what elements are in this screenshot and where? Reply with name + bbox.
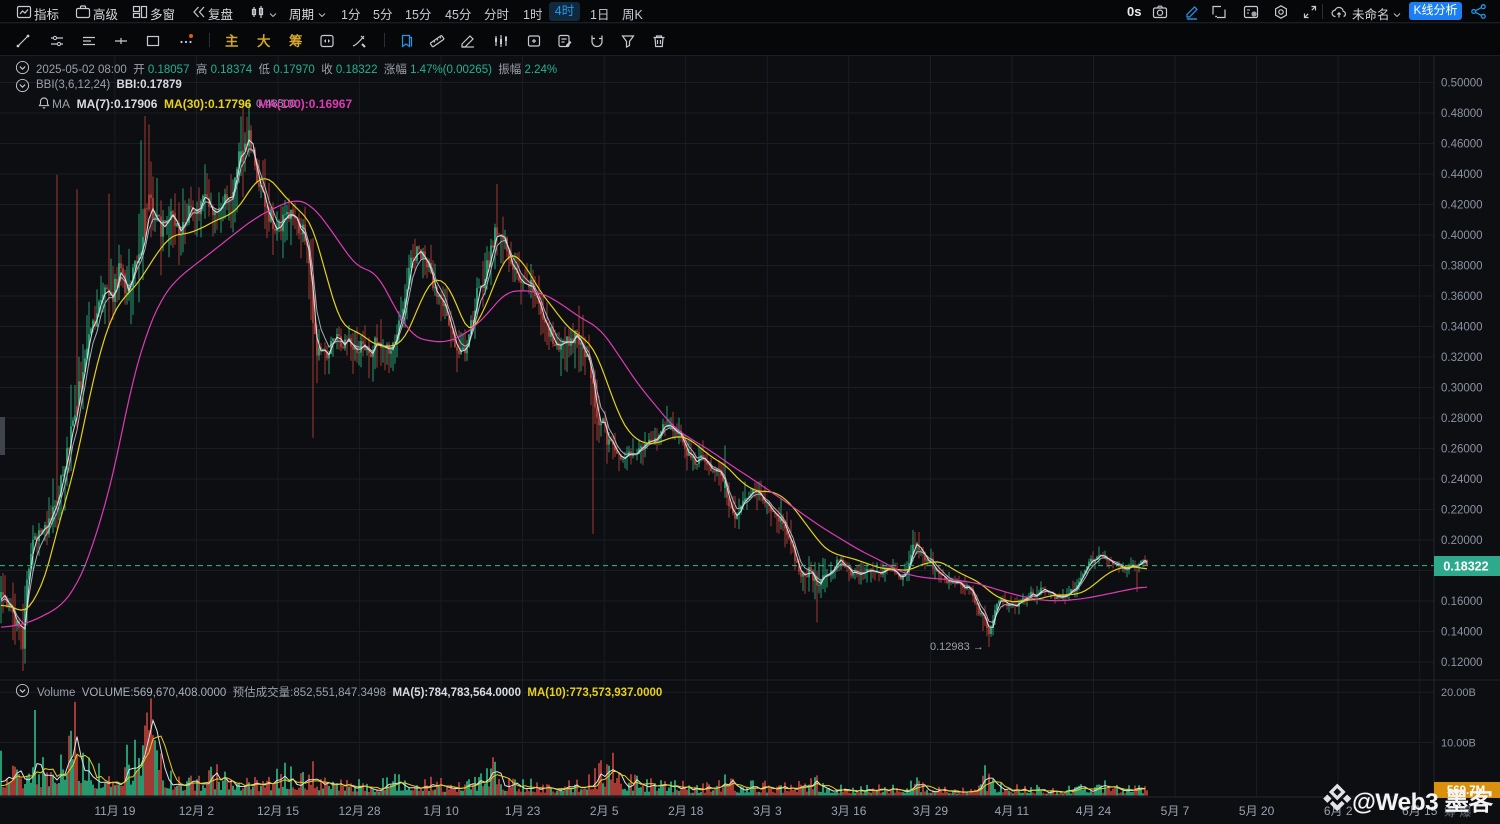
svg-text:4月 24: 4月 24 [1076, 804, 1112, 818]
svg-text:0.12000: 0.12000 [1441, 657, 1483, 669]
svg-text:0.28000: 0.28000 [1441, 413, 1483, 425]
svg-text:0.12983 →: 0.12983 → [930, 641, 984, 653]
svg-text:0.26000: 0.26000 [1441, 444, 1483, 456]
svg-text:0.16000: 0.16000 [1441, 596, 1483, 608]
svg-text:0.42000: 0.42000 [1441, 200, 1483, 212]
svg-text:5月 7: 5月 7 [1161, 804, 1190, 818]
svg-text:1月 23: 1月 23 [505, 804, 541, 818]
svg-text:4月 11: 4月 11 [995, 804, 1030, 818]
svg-text:3月 29: 3月 29 [913, 804, 949, 818]
svg-text:20.00B: 20.00B [1441, 687, 1476, 699]
svg-text:2月 18: 2月 18 [668, 804, 704, 818]
svg-text:0.46000: 0.46000 [1441, 139, 1483, 151]
svg-text:0.24000: 0.24000 [1441, 474, 1483, 486]
svg-text:筹 爆: 筹 爆 [1444, 805, 1471, 819]
svg-text:0.20000: 0.20000 [1441, 535, 1483, 547]
svg-text:0.34000: 0.34000 [1441, 322, 1483, 334]
svg-text:11月 19: 11月 19 [94, 804, 135, 818]
svg-text:6月 15: 6月 15 [1402, 804, 1438, 818]
svg-text:3月 3: 3月 3 [753, 804, 782, 818]
svg-text:12月 2: 12月 2 [179, 804, 215, 818]
svg-text:0.50000: 0.50000 [1441, 78, 1483, 90]
svg-text:0.32000: 0.32000 [1441, 352, 1483, 364]
svg-text:6月 2: 6月 2 [1324, 804, 1353, 818]
svg-text:569.7M: 569.7M [1447, 785, 1485, 797]
svg-text:12月 15: 12月 15 [257, 804, 299, 818]
svg-text:0.38000: 0.38000 [1441, 261, 1483, 273]
svg-text:5月 20: 5月 20 [1239, 804, 1275, 818]
svg-text:0.44000: 0.44000 [1441, 169, 1483, 181]
svg-text:10.00B: 10.00B [1441, 738, 1476, 750]
svg-text:0.40000: 0.40000 [1441, 230, 1483, 242]
svg-text:2月 5: 2月 5 [590, 804, 619, 818]
svg-text:0.30000: 0.30000 [1441, 383, 1483, 395]
svg-text:12月 28: 12月 28 [338, 804, 380, 818]
svg-text:@Web3 墨客: @Web3 墨客 [1352, 787, 1494, 816]
svg-text:0.36000: 0.36000 [1441, 291, 1483, 303]
svg-text:← 0.48500: ← 0.48500 [242, 98, 296, 110]
svg-text:1月 10: 1月 10 [423, 804, 459, 818]
svg-text:0.48000: 0.48000 [1441, 108, 1483, 120]
svg-text:0.22000: 0.22000 [1441, 505, 1483, 517]
svg-text:0.18322: 0.18322 [1443, 560, 1488, 574]
svg-text:3月 16: 3月 16 [831, 804, 867, 818]
svg-text:0.14000: 0.14000 [1441, 627, 1483, 639]
